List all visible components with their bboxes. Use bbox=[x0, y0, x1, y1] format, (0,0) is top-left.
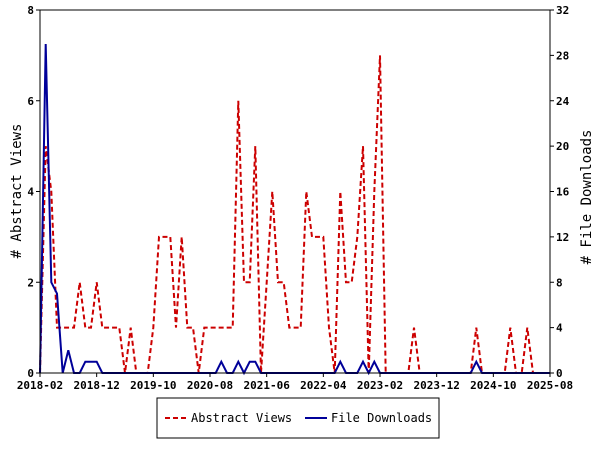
x-tick-label: 2023-02 bbox=[357, 379, 403, 392]
x-tick-label: 2018-12 bbox=[73, 379, 119, 392]
x-tick-label: 2023-12 bbox=[413, 379, 459, 392]
y-tick-label: 6 bbox=[27, 95, 34, 108]
y2-axis-title: # File Downloads bbox=[579, 130, 595, 265]
x-tick-label: 2020-08 bbox=[187, 379, 233, 392]
legend: Abstract Views File Downloads bbox=[156, 397, 440, 439]
y-tick-label: 2 bbox=[27, 276, 34, 289]
legend-label-file-downloads: File Downloads bbox=[331, 411, 432, 425]
y2-tick-label: 16 bbox=[556, 186, 570, 199]
x-tick-label: 2018-02 bbox=[17, 379, 63, 392]
y2-tick-label: 28 bbox=[556, 49, 569, 62]
y2-tick-label: 4 bbox=[556, 322, 563, 335]
y-tick-label: 0 bbox=[27, 367, 34, 380]
y2-tick-label: 20 bbox=[556, 140, 569, 153]
y2-tick-label: 0 bbox=[556, 367, 563, 380]
y2-tick-label: 8 bbox=[556, 276, 563, 289]
y2-tick-label: 32 bbox=[556, 4, 569, 17]
legend-box bbox=[156, 397, 440, 439]
y2-tick-label: 24 bbox=[556, 95, 570, 108]
y-axis-title: # Abstract Views bbox=[9, 124, 25, 259]
x-tick-label: 2019-10 bbox=[130, 379, 176, 392]
legend-label-abstract-views: Abstract Views bbox=[191, 411, 292, 425]
x-tick-label: 2024-10 bbox=[470, 379, 516, 392]
y-tick-label: 8 bbox=[27, 4, 34, 17]
x-tick-label: 2022-04 bbox=[300, 379, 347, 392]
x-tick-label: 2021-06 bbox=[243, 379, 290, 392]
y2-tick-label: 12 bbox=[556, 231, 569, 244]
x-tick-label: 2025-08 bbox=[527, 379, 573, 392]
y-tick-label: 4 bbox=[27, 186, 34, 199]
